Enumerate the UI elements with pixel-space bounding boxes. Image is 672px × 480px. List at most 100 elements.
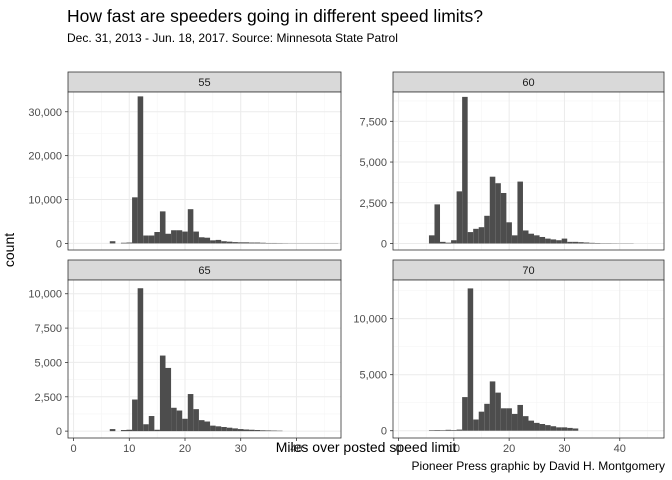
histogram-bar	[143, 424, 149, 432]
histogram-bar	[428, 430, 435, 431]
y-tick-label: 10,000	[28, 195, 62, 207]
histogram-bar	[428, 235, 435, 244]
histogram-bar	[572, 428, 579, 431]
histogram-bar	[182, 231, 188, 244]
histogram-bar	[249, 242, 255, 244]
facet-strip-label: 55	[198, 77, 210, 89]
histogram-bar	[187, 209, 194, 244]
histogram-bar	[249, 429, 255, 432]
histogram-bar	[522, 230, 529, 244]
histogram-bar	[215, 239, 222, 244]
x-tick-label: 0	[71, 443, 77, 455]
histogram-bar	[159, 211, 166, 244]
histogram-bar	[545, 238, 551, 244]
histogram-bar	[478, 227, 485, 244]
histogram-bar	[445, 429, 452, 431]
histogram-bar	[210, 240, 216, 244]
histogram-bar	[506, 222, 512, 244]
histogram-bar	[495, 183, 501, 244]
histogram-bar	[528, 420, 535, 431]
histogram-bar	[232, 428, 238, 432]
histogram-bar	[254, 242, 261, 244]
histogram-bar	[550, 426, 557, 431]
histogram-bar	[154, 429, 160, 432]
histogram-bar	[556, 427, 562, 431]
x-tick-label: 30	[235, 443, 247, 455]
y-tick-label: 5,000	[34, 357, 62, 369]
histogram-bar	[132, 197, 138, 244]
panel-background	[68, 280, 341, 438]
histogram-bar	[561, 238, 568, 244]
histogram-bar	[148, 416, 155, 432]
histogram-bar	[434, 204, 441, 244]
histogram-bar	[171, 407, 177, 432]
histogram-bar	[495, 392, 501, 431]
histogram-bar	[451, 240, 457, 244]
histogram-bar	[434, 430, 441, 431]
facet-panel-70: 70 0 5,000 10,000 0 10 20 30 40	[353, 259, 665, 455]
histogram-bar	[467, 232, 474, 244]
histogram-bar	[265, 430, 272, 432]
chart-title: How fast are speeders going in different…	[67, 6, 483, 26]
histogram-bar	[506, 408, 512, 431]
y-tick-label: 7,500	[359, 116, 387, 128]
histogram-bar	[500, 408, 507, 431]
histogram-bar	[561, 427, 568, 431]
panel-border	[67, 279, 342, 439]
histogram-bar	[478, 411, 485, 431]
histogram-bar	[210, 425, 216, 432]
x-tick-label: 10	[448, 443, 460, 455]
histogram-bar	[567, 427, 573, 431]
y-tick-label: 5,000	[359, 370, 387, 382]
x-tick-label: 0	[395, 443, 401, 455]
histogram-bar	[534, 235, 540, 244]
y-tick-label: 2,500	[34, 392, 62, 404]
y-tick-label: 30,000	[28, 107, 62, 119]
y-tick-label: 10,000	[353, 314, 387, 326]
histogram-bar	[137, 288, 144, 432]
chart-subtitle: Dec. 31, 2013 - Jun. 18, 2017. Source: M…	[67, 31, 398, 45]
histogram-bar	[204, 237, 211, 244]
histogram-bar	[198, 420, 205, 432]
histogram-bar	[550, 239, 557, 244]
histogram-bar	[109, 429, 116, 432]
facet-panels: 55010,00020,00030,0006002,5005,0007,5006…	[28, 71, 665, 455]
histogram-bar	[182, 418, 188, 432]
histogram-bar	[198, 237, 205, 244]
histogram-bar	[511, 235, 518, 244]
histogram-bar	[445, 242, 452, 244]
histogram-bar	[440, 430, 446, 431]
x-tick-label: 10	[123, 443, 135, 455]
y-tick-label: 0	[56, 426, 62, 438]
histogram-bar	[589, 242, 595, 244]
histogram-bar	[539, 236, 546, 244]
histogram-bar	[159, 355, 166, 432]
y-tick-label: 5,000	[359, 157, 387, 169]
y-tick-label: 0	[381, 426, 387, 438]
histogram-bar	[109, 241, 116, 244]
histogram-bar	[462, 96, 468, 244]
histogram-bar	[126, 242, 133, 244]
histogram-bar	[484, 215, 490, 244]
histogram-bar	[534, 422, 540, 431]
panel-border	[392, 91, 665, 251]
chart-caption: Pioneer Press graphic by David H. Montgo…	[412, 459, 665, 473]
histogram-bar	[511, 413, 518, 431]
histogram-bar	[440, 241, 446, 244]
histogram-bar	[260, 430, 266, 432]
facet-panel-65: 65 0 2,500 5,000 7,500 10,000 0 10 20 30 40	[28, 259, 342, 455]
histogram-bar	[165, 367, 172, 432]
panel-background	[393, 92, 664, 250]
panel-background	[393, 280, 664, 438]
histogram-bar	[171, 230, 177, 244]
histogram-bar	[143, 235, 149, 244]
histogram-bar	[517, 181, 523, 244]
x-axis-label: Miles over posted speed limit	[276, 439, 457, 455]
histogram-bar	[154, 232, 160, 244]
histogram-bar	[226, 241, 233, 244]
panel-border	[392, 279, 665, 439]
histogram-bar	[221, 427, 227, 432]
histogram-bar	[232, 242, 238, 244]
histogram-bar	[567, 241, 573, 244]
histogram-bar	[204, 421, 211, 432]
